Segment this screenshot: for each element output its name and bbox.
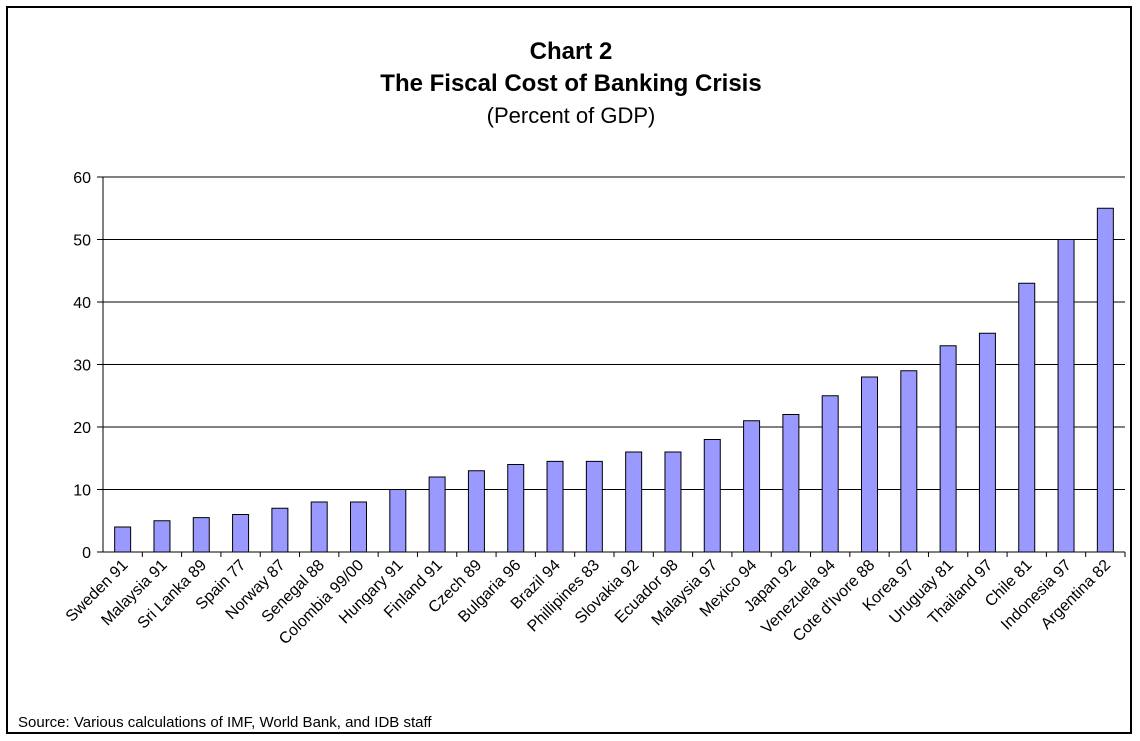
y-tick-label: 10 — [73, 483, 91, 500]
bar — [192, 517, 210, 553]
bar — [1018, 282, 1036, 553]
bar — [310, 501, 328, 553]
bar — [389, 489, 407, 553]
bar — [507, 464, 525, 553]
bar — [1096, 207, 1114, 553]
bar — [664, 451, 682, 553]
chart-title: Chart 2 — [529, 38, 613, 65]
source-note: Source: Various calculations of IMF, Wor… — [18, 714, 432, 731]
bar — [900, 370, 918, 553]
bar — [782, 414, 800, 553]
bar — [467, 470, 485, 553]
bar — [114, 526, 132, 553]
bar — [861, 376, 878, 553]
bar — [428, 476, 446, 553]
bar — [350, 501, 367, 553]
bar — [1057, 239, 1075, 553]
category-label: Argentina 82 — [1038, 557, 1114, 633]
y-tick-label: 0 — [82, 545, 91, 562]
bar — [585, 460, 603, 553]
bar — [821, 395, 839, 553]
chart-title-block: Chart 2 The Fiscal Cost of Banking Crisi… — [8, 36, 1134, 132]
bar — [232, 514, 250, 553]
chart-unit: (Percent of GDP) — [486, 103, 656, 128]
bar — [625, 451, 643, 553]
y-tick-label: 50 — [73, 233, 91, 250]
y-tick-label: 40 — [73, 295, 91, 312]
y-tick-label: 60 — [73, 170, 91, 187]
bar — [546, 460, 564, 553]
bar — [703, 439, 721, 553]
bar — [939, 345, 957, 553]
y-tick-label: 20 — [73, 420, 91, 437]
bar — [153, 520, 171, 553]
chart-subtitle: The Fiscal Cost of Banking Crisis — [380, 70, 762, 97]
y-tick-label: 30 — [73, 358, 91, 375]
bar — [743, 420, 761, 553]
bar — [978, 332, 996, 553]
bar — [271, 507, 289, 553]
